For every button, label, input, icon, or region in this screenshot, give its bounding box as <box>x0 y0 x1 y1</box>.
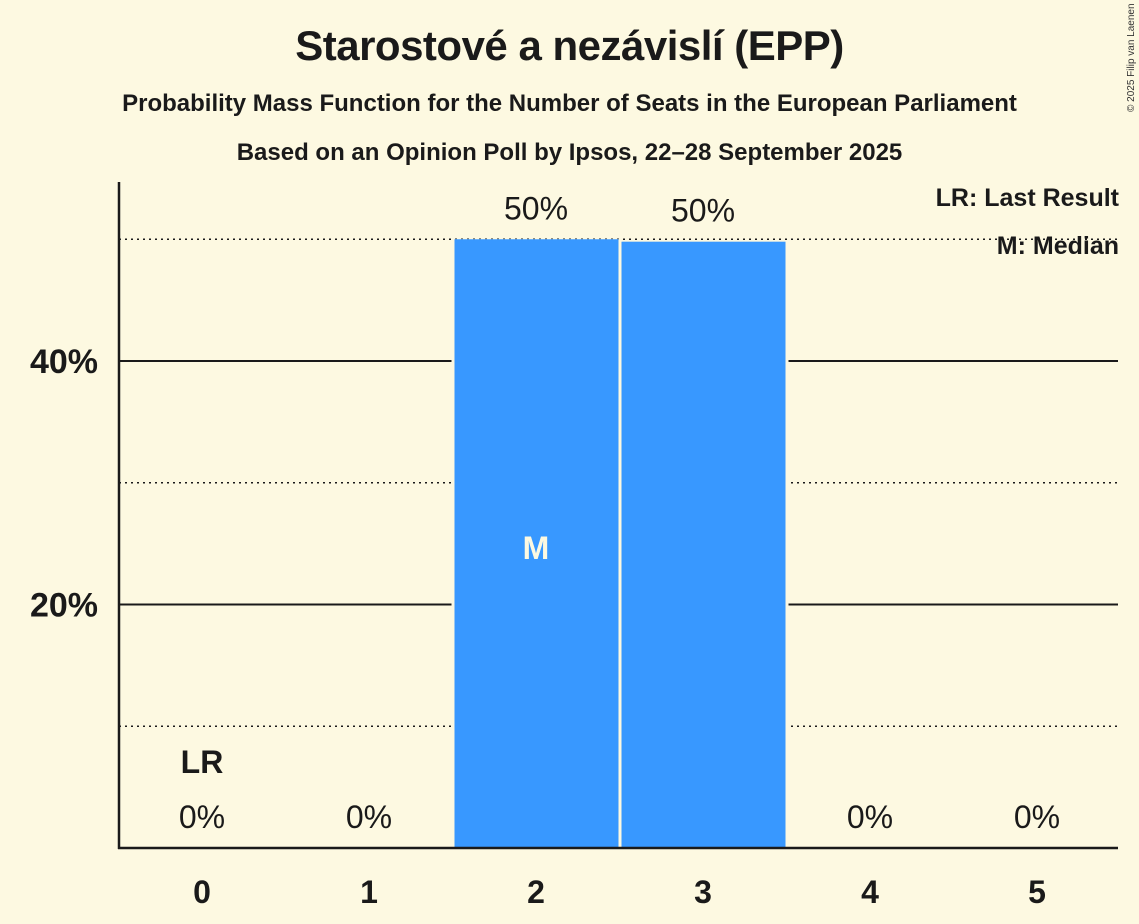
x-tick-label: 0 <box>193 874 211 910</box>
axes <box>117 182 1118 850</box>
y-tick-label: 20% <box>30 587 98 625</box>
legend-median: M: Median <box>996 232 1119 260</box>
chart-title: Starostové a nezávislí (EPP) <box>295 22 844 69</box>
value-label: 50% <box>504 190 568 226</box>
median-marker: M <box>523 530 550 566</box>
x-tick-label: 3 <box>694 874 712 910</box>
bar-seats-3 <box>621 241 786 848</box>
bars <box>451 239 789 848</box>
value-label: 0% <box>179 799 225 835</box>
value-label: 50% <box>671 193 735 229</box>
chart-subtitle: Probability Mass Function for the Number… <box>122 90 1017 117</box>
x-tick-label: 5 <box>1028 874 1046 910</box>
chart-source: Based on an Opinion Poll by Ipsos, 22–28… <box>236 139 903 166</box>
x-tick-label: 1 <box>360 874 378 910</box>
x-tick-label: 2 <box>527 874 545 910</box>
bar-seats-2 <box>454 239 619 848</box>
legend-last-result: LR: Last Result <box>935 184 1119 212</box>
last-result-marker: LR <box>181 744 224 780</box>
value-label: 0% <box>346 799 392 835</box>
x-tick-label: 4 <box>861 874 879 910</box>
value-label: 0% <box>1014 799 1060 835</box>
value-label: 0% <box>847 799 893 835</box>
y-tick-label: 40% <box>30 343 98 381</box>
